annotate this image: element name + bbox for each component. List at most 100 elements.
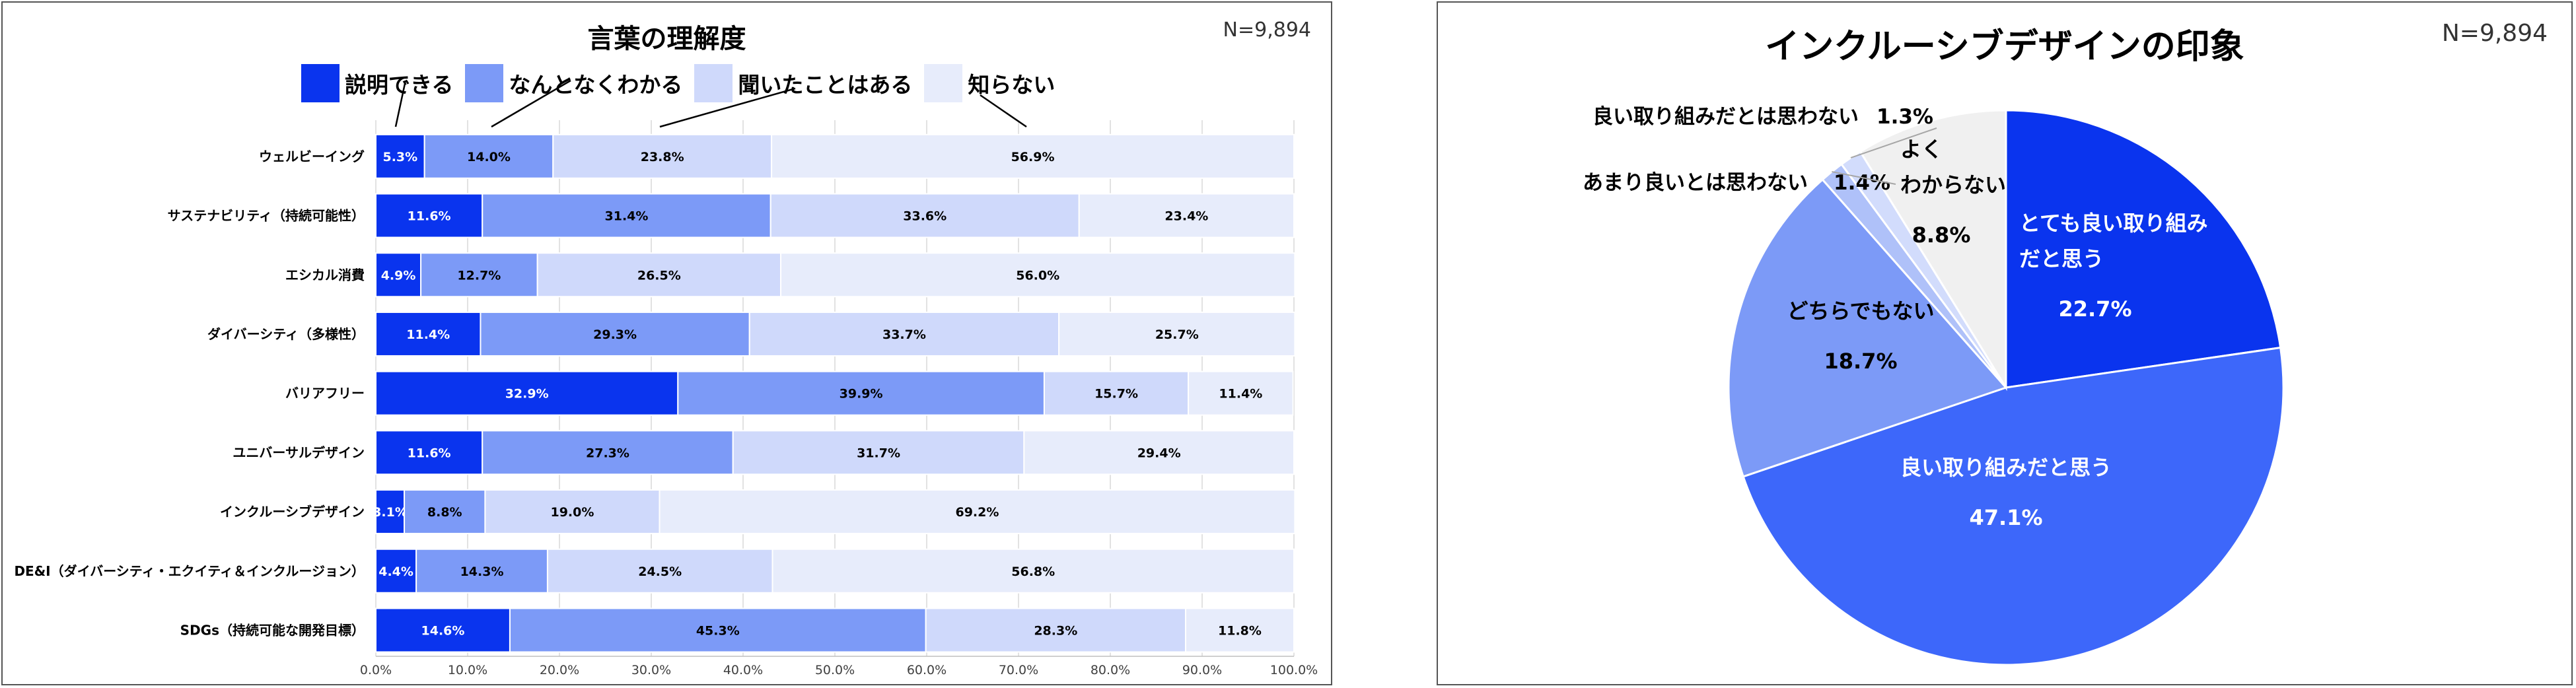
legend-item: 知らない <box>924 64 1055 102</box>
bar-segment <box>484 489 661 535</box>
legend: 説明できる なんとなくわかる 聞いたことはある 知らない <box>301 63 1067 103</box>
slice-label: 良い取り組みだと思う <box>1900 455 2112 480</box>
chart-title: 言葉の理解度 <box>587 24 746 54</box>
bar-segment <box>1188 370 1294 416</box>
x-tick-label: 30.0% <box>631 663 671 677</box>
data-label: 31.7% <box>857 446 900 460</box>
data-label: 69.2% <box>955 505 999 520</box>
pie-slice <box>1727 178 2008 478</box>
bar-segment <box>375 311 482 357</box>
bar-segment <box>677 370 1045 416</box>
bar-segment <box>375 370 679 416</box>
bar-segment <box>375 430 483 475</box>
data-label: 12.7% <box>457 268 501 283</box>
bar-segment <box>769 193 1080 238</box>
bar-segment <box>375 607 511 653</box>
slice-label: 良い取り組みだとは思わない <box>1592 105 1859 129</box>
bar-segment <box>732 430 1025 475</box>
bar-segment <box>1058 311 1296 357</box>
stacked-bar-chart: ウェルビーイング 5.3% 14.0% 23.8% 56.9% サステナビリティ（持続可能… <box>14 79 1318 677</box>
data-label: 28.3% <box>1034 623 1077 638</box>
data-label: 15.7% <box>1094 387 1138 401</box>
bar-segment <box>748 311 1060 357</box>
sample-size-label: N=9,894 <box>1223 18 1311 42</box>
data-label: 56.8% <box>1011 565 1055 579</box>
x-tick-label: 100.0% <box>1270 663 1318 677</box>
bar-segment <box>375 193 483 238</box>
leader-line <box>1850 127 1937 158</box>
x-tick-label: 10.0% <box>448 663 487 677</box>
data-label: 4.9% <box>381 268 416 283</box>
bar-segment <box>375 548 417 594</box>
legend-swatch <box>924 64 963 102</box>
chart-title: インクルーシブデザインの印象 <box>1765 27 2244 67</box>
bar-segment <box>482 193 771 238</box>
slice-label: わからない <box>1900 172 2006 197</box>
legend-leader-line <box>980 94 1027 128</box>
legend-label: なんとなくわかる <box>509 72 683 98</box>
data-label: 56.9% <box>1011 150 1055 164</box>
data-label: 24.5% <box>638 565 682 579</box>
category-label: SDGs（持続可能な開発目標） <box>180 622 365 638</box>
leader-line <box>1832 171 1896 185</box>
x-tick-label: 80.0% <box>1091 663 1130 677</box>
bar-segment <box>482 430 734 475</box>
bar-segment <box>375 133 425 179</box>
legend-swatch <box>465 64 504 102</box>
pie-slice <box>1742 346 2285 666</box>
category-label: バリアフリー <box>285 386 365 401</box>
legend-leader-line <box>394 80 407 127</box>
data-label: 11.6% <box>408 209 451 224</box>
data-label: 14.6% <box>421 623 465 638</box>
category-label: サステナビリティ（持続可能性） <box>168 208 365 224</box>
data-label: 11.4% <box>1219 387 1262 401</box>
legend-leader-line <box>659 87 796 128</box>
data-label: 3.1% <box>373 505 408 520</box>
slice-value-label: 22.7% <box>2058 296 2131 322</box>
bar-segment <box>415 548 548 594</box>
x-tick-label: 40.0% <box>723 663 763 677</box>
data-label: 4.4% <box>378 565 413 579</box>
pie-slice <box>1859 109 2007 392</box>
legend-leader-line <box>491 79 571 128</box>
sample-size-label: N=9,894 <box>2441 20 2548 47</box>
bar-segment <box>1078 193 1295 238</box>
data-label: 33.7% <box>882 327 926 342</box>
data-label: 26.5% <box>637 268 681 283</box>
data-label: 27.3% <box>586 446 629 460</box>
data-label: 29.3% <box>593 327 637 342</box>
bar-segment <box>423 133 554 179</box>
impression-chart-panel: インクルーシブデザインの印象 N=9,894 とても良い取り組み だと思う 22.7… <box>1437 1 2573 685</box>
understanding-chart-panel: 言葉の理解度 N=9,894 説明できる なんとなくわかる 聞いたことはある 知… <box>1 1 1332 685</box>
slice-value-label: 1.3% <box>1877 105 1933 129</box>
bar-segment <box>1184 607 1295 653</box>
slice-label: だと思う <box>2019 246 2104 271</box>
legend-swatch <box>694 64 733 102</box>
data-label: 14.3% <box>460 565 504 579</box>
legend-item: 説明できる <box>301 64 453 102</box>
data-label: 45.3% <box>696 623 740 638</box>
data-label: 25.7% <box>1155 327 1199 342</box>
data-label: 11.8% <box>1218 623 1262 638</box>
category-label: ユニバーサルデザイン <box>233 444 365 460</box>
slice-label: どちらでもない <box>1787 298 1934 324</box>
data-label: 8.8% <box>427 505 462 520</box>
legend-label: 知らない <box>968 72 1055 98</box>
legend-item: 聞いたことはある <box>694 64 912 102</box>
data-label: 31.4% <box>605 209 649 224</box>
bar-segment <box>404 489 486 535</box>
bar-segment <box>771 548 1295 594</box>
x-tick-label: 90.0% <box>1182 663 1222 677</box>
bar-segment <box>771 133 1295 179</box>
data-label: 11.6% <box>408 446 451 460</box>
category-label: ウェルビーイング <box>259 149 365 164</box>
category-label: インクルーシブデザイン <box>220 504 365 520</box>
x-tick-label: 70.0% <box>999 663 1038 677</box>
slice-value-label: 18.7% <box>1824 349 1897 374</box>
data-label: 29.4% <box>1137 446 1181 460</box>
bar-segment <box>925 607 1186 653</box>
data-label: 23.4% <box>1164 209 1208 224</box>
x-tick-label: 20.0% <box>540 663 579 677</box>
x-tick-label: 0.0% <box>360 663 392 677</box>
